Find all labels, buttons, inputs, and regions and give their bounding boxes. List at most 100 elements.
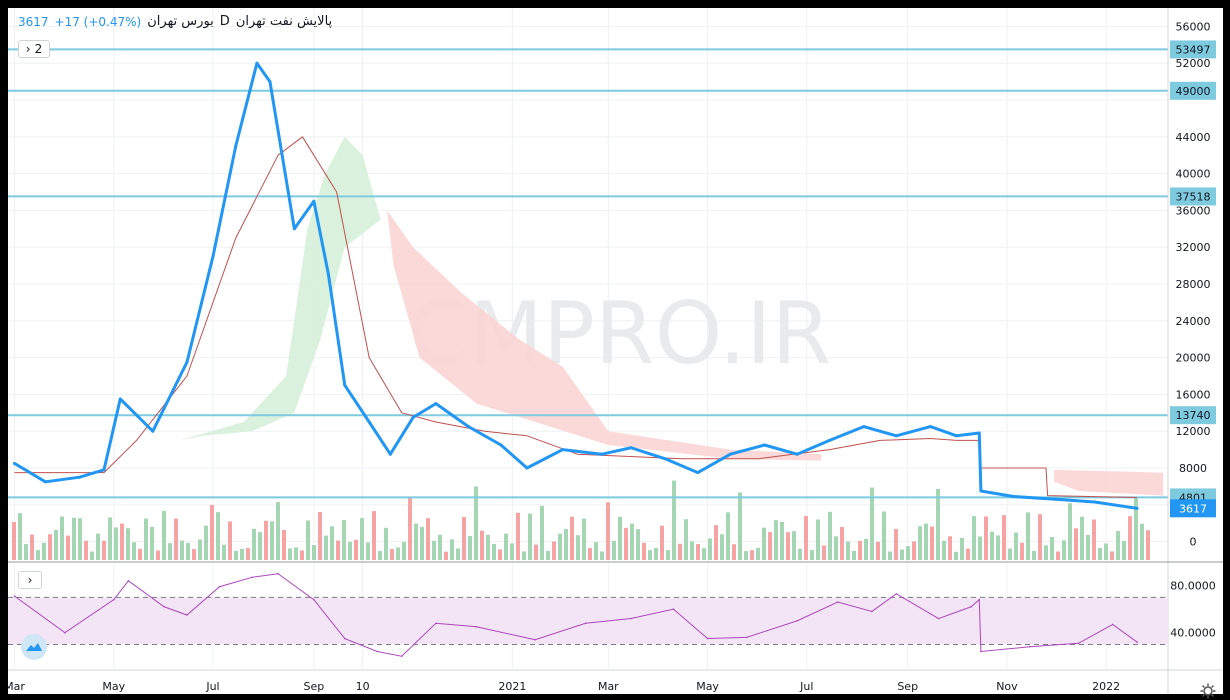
price-point xyxy=(795,452,799,456)
volume-bar xyxy=(24,544,28,560)
volume-bar xyxy=(792,531,796,560)
volume-bar xyxy=(30,534,34,560)
volume-bar xyxy=(534,544,538,560)
rsi-point xyxy=(343,637,346,640)
rsi-point xyxy=(1111,623,1114,626)
volume-bar xyxy=(174,518,178,560)
price-point xyxy=(411,415,415,419)
chart-area: CMPRO.IR 53497 49000 37518 13740 4801 3617 5600… xyxy=(4,8,1223,699)
volume-bar xyxy=(756,547,760,560)
rsi-point xyxy=(895,593,898,595)
volume-bar xyxy=(204,525,208,560)
volume-bar xyxy=(66,535,70,560)
volume-bar xyxy=(1068,503,1072,560)
level-label-box xyxy=(1170,81,1216,100)
volume-bar xyxy=(384,527,388,560)
symbol-name: پالایش نفت تهران xyxy=(235,14,333,29)
volume-bar xyxy=(606,502,610,560)
rsi-point xyxy=(1028,646,1031,648)
price-point xyxy=(1093,500,1097,504)
volume-bar xyxy=(468,536,472,560)
x-tick-label: 2022 xyxy=(1092,680,1120,693)
price-point xyxy=(828,438,832,442)
volume-bar xyxy=(228,521,232,560)
volume-bar xyxy=(48,534,52,560)
volume-bar xyxy=(114,527,118,560)
price-point xyxy=(434,402,438,406)
volume-bar xyxy=(864,538,868,560)
volume-bar xyxy=(1104,543,1108,560)
volume-bar xyxy=(648,550,652,560)
volume-bar xyxy=(180,540,184,560)
level-label: 37518 xyxy=(1176,190,1211,203)
volume-bar xyxy=(1098,548,1102,560)
volume-bar xyxy=(1080,516,1084,560)
rsi-point xyxy=(64,631,66,634)
level-label: 13740 xyxy=(1176,409,1211,422)
volume-bar xyxy=(18,513,22,560)
volume-bar xyxy=(246,548,250,560)
volume-bar xyxy=(894,528,898,560)
volume-bar xyxy=(594,542,598,560)
volume-bar xyxy=(60,516,64,560)
volume-bar xyxy=(486,534,490,560)
volume-bar xyxy=(1128,516,1132,560)
price-point xyxy=(118,397,122,401)
volume-bar xyxy=(390,549,394,560)
volume-bar xyxy=(918,526,922,560)
volume-bar xyxy=(312,545,316,560)
volume-bar xyxy=(366,542,370,560)
volume-bar xyxy=(210,504,214,560)
volume-bar xyxy=(1026,512,1030,560)
volume-bar xyxy=(1074,528,1078,560)
volume-bar xyxy=(672,480,676,560)
gear-icon[interactable] xyxy=(1200,683,1216,699)
rsi-point xyxy=(745,636,748,639)
cloud-bearish xyxy=(1054,469,1164,496)
y-tick-label: 56000 xyxy=(1176,20,1211,33)
level-label: 53497 xyxy=(1176,43,1211,56)
y-tick-label: 16000 xyxy=(1176,388,1211,401)
volume-bar xyxy=(396,547,400,560)
price-point xyxy=(696,471,700,475)
last-price: 3617 xyxy=(18,14,49,29)
price-point xyxy=(255,61,259,65)
price-point xyxy=(234,144,238,148)
rsi-point xyxy=(1136,641,1138,643)
volume-bar xyxy=(288,548,292,560)
tradingview-logo-icon[interactable] xyxy=(21,634,47,660)
price-point xyxy=(211,254,215,258)
volume-bar xyxy=(510,543,514,560)
volume-bar xyxy=(108,517,112,560)
rsi-point xyxy=(251,576,253,579)
price-point xyxy=(151,429,155,433)
volume-bar xyxy=(414,523,418,560)
rsi-point xyxy=(435,622,437,625)
volume-bar xyxy=(234,550,238,560)
volume-bar xyxy=(36,550,40,560)
rsi-point xyxy=(112,598,115,601)
volume-bar xyxy=(330,526,334,560)
volume-bar xyxy=(540,505,544,560)
y-tick-label: 28000 xyxy=(1176,278,1211,291)
x-tick-label: Nov xyxy=(996,680,1018,693)
volume-bar xyxy=(1134,498,1138,560)
volume-bar xyxy=(576,535,580,560)
volume-bar xyxy=(42,542,46,560)
indicators-toggle-button[interactable]: › 2 xyxy=(18,40,50,58)
volume-bar xyxy=(768,532,772,560)
x-tick-label: Mar xyxy=(598,680,619,693)
volume-bar xyxy=(240,548,244,560)
price-point xyxy=(13,461,17,465)
volume-bar xyxy=(1110,551,1114,560)
price-point xyxy=(979,489,983,493)
volume-bar xyxy=(750,550,754,560)
volume-bar xyxy=(636,529,640,560)
volume-bar xyxy=(264,520,268,560)
volume-bar xyxy=(1008,548,1012,560)
rsi-point xyxy=(584,622,587,625)
volume-bar xyxy=(132,542,136,560)
volume-bar xyxy=(252,528,256,560)
volume-bar xyxy=(780,521,784,560)
rsi-toggle-button[interactable]: › xyxy=(18,571,42,589)
